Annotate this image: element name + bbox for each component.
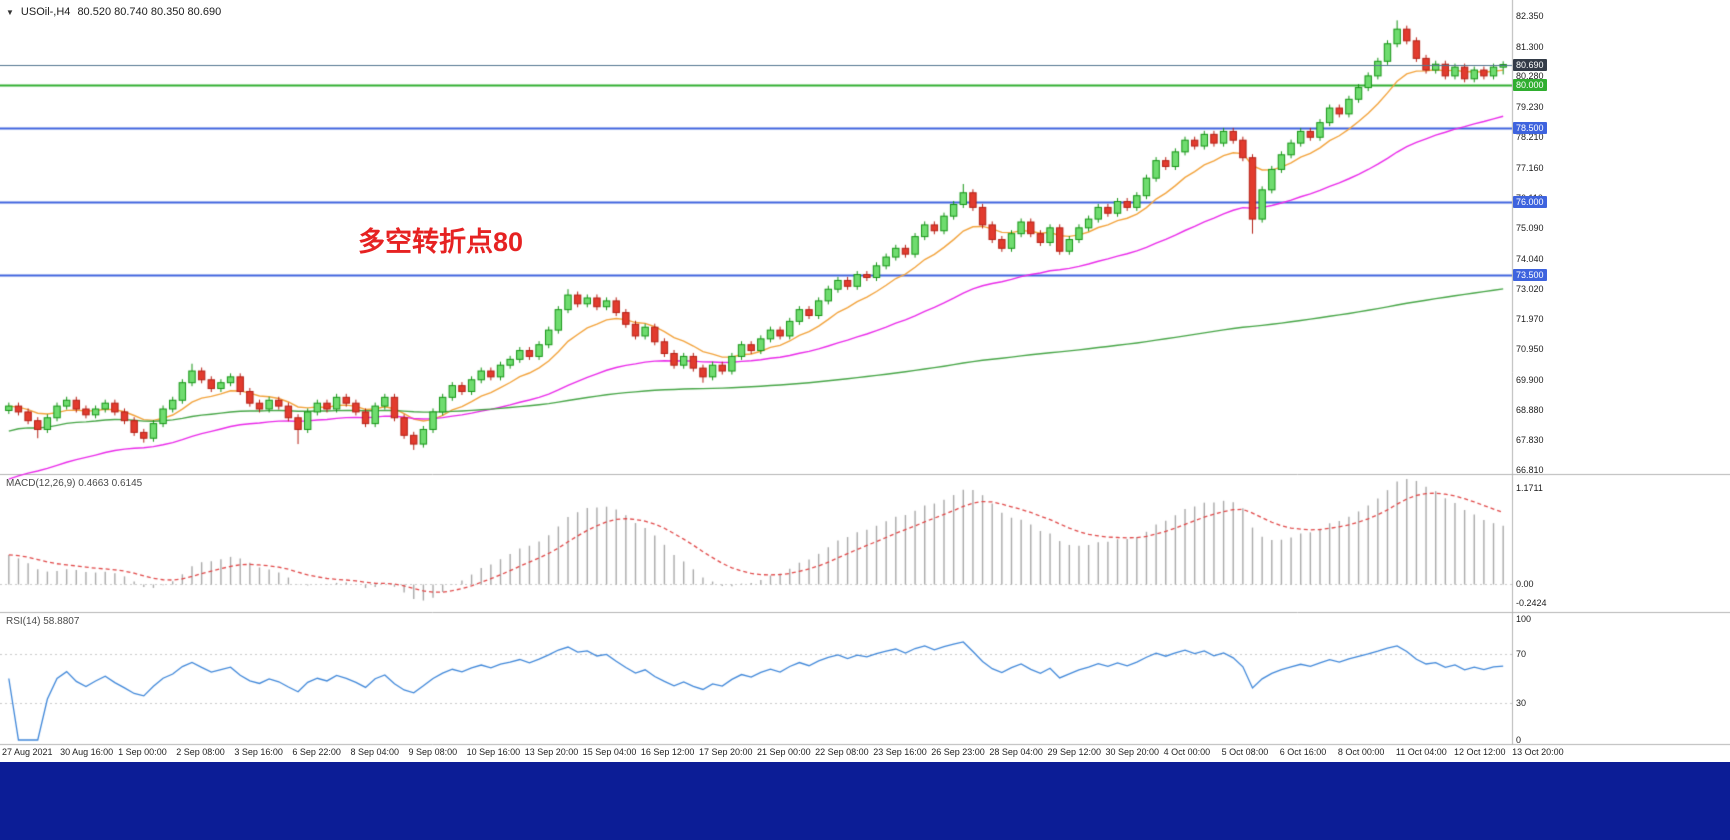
chart-canvas[interactable] — [0, 0, 1730, 762]
price-axis-label: 66.810 — [1516, 465, 1544, 475]
level-price-badge: 78.500 — [1513, 122, 1547, 134]
price-axis-label: 68.880 — [1516, 405, 1544, 415]
time-axis-label: 15 Sep 04:00 — [582, 747, 637, 757]
rsi-indicator-label: RSI(14) 58.8807 — [6, 616, 80, 627]
time-axis-label: 12 Oct 12:00 — [1454, 747, 1506, 757]
macd-axis-label: 0.00 — [1516, 579, 1534, 589]
price-axis-label: 73.020 — [1516, 284, 1544, 294]
price-axis-label: 77.160 — [1516, 163, 1544, 173]
ohlc-values: 80.520 80.740 80.350 80.690 — [77, 6, 222, 18]
price-axis-label: 67.830 — [1516, 435, 1544, 445]
time-axis-label: 21 Sep 00:00 — [757, 747, 811, 757]
time-axis-label: 17 Sep 20:00 — [698, 747, 753, 757]
bottom-bar — [0, 762, 1730, 840]
chart-annotation-text: 多空转折点80 — [358, 227, 524, 257]
time-axis-label: 30 Sep 20:00 — [1105, 747, 1160, 757]
price-axis-label: 78.210 — [1516, 132, 1544, 142]
price-axis-label: 69.900 — [1516, 375, 1544, 385]
time-axis-label: 22 Sep 08:00 — [815, 747, 869, 757]
symbol-dropdown-icon[interactable]: ▼ — [6, 7, 14, 17]
price-axis-label: 75.090 — [1516, 223, 1544, 233]
time-axis-label: 6 Oct 16:00 — [1279, 747, 1327, 757]
rsi-axis-label: 100 — [1516, 614, 1532, 624]
time-axis[interactable]: 27 Aug 2021 30 Aug 16:00 1 Sep 00:00 2 Sep … — [0, 746, 1730, 761]
time-axis-label: 1 Sep 00:00 — [118, 747, 167, 757]
current-price-badge: 80.690 — [1513, 59, 1547, 71]
time-axis-label: 16 Sep 12:00 — [640, 747, 695, 757]
rsi-axis-label: 0 — [1516, 735, 1522, 745]
time-axis-label: 23 Sep 16:00 — [873, 747, 927, 757]
time-axis-label: 26 Sep 23:00 — [931, 747, 985, 757]
time-axis-label: 3 Sep 16:00 — [234, 747, 283, 757]
time-axis-label: 13 Oct 20:00 — [1512, 747, 1564, 757]
level-price-badge: 76.000 — [1513, 196, 1547, 208]
rsi-axis-label: 70 — [1516, 649, 1527, 659]
time-axis-label: 6 Sep 22:00 — [292, 747, 341, 757]
price-axis-label: 79.230 — [1516, 102, 1544, 112]
symbol-timeframe-label: USOil-,H4 — [20, 6, 71, 18]
time-axis-label: 4 Oct 00:00 — [1163, 747, 1211, 757]
time-axis-label: 30 Aug 16:00 — [60, 747, 114, 757]
price-axis-label: 71.970 — [1516, 314, 1544, 324]
time-axis-label: 27 Aug 2021 — [2, 747, 53, 757]
macd-axis-label: 1.1711 — [1516, 483, 1543, 493]
chart-header: ▼ USOil-,H4 80.520 80.740 80.350 80.690 — [6, 6, 221, 18]
price-axis-label: 70.950 — [1516, 344, 1544, 354]
macd-indicator-label: MACD(12,26,9) 0.4663 0.6145 — [6, 478, 143, 489]
time-axis-label: 28 Sep 04:00 — [989, 747, 1043, 757]
level-price-badge: 80.000 — [1513, 79, 1547, 91]
time-axis-label: 29 Sep 12:00 — [1047, 747, 1101, 757]
price-axis-label: 80.280 — [1516, 71, 1544, 81]
price-axis-label: 81.300 — [1516, 42, 1544, 52]
rsi-axis-label: 30 — [1516, 698, 1527, 708]
time-axis-label: 11 Oct 04:00 — [1395, 747, 1447, 757]
time-axis-label: 5 Oct 08:00 — [1221, 747, 1269, 757]
time-axis-label: 2 Sep 08:00 — [176, 747, 225, 757]
time-axis-label: 8 Sep 04:00 — [350, 747, 400, 757]
price-axis-label: 74.040 — [1516, 254, 1544, 264]
time-axis-label: 9 Sep 08:00 — [408, 747, 458, 757]
price-axis-label: 82.350 — [1516, 11, 1544, 21]
level-price-badge: 73.500 — [1513, 269, 1547, 281]
time-axis-label: 8 Oct 00:00 — [1337, 747, 1385, 757]
time-axis-label: 10 Sep 16:00 — [466, 747, 521, 757]
time-axis-label: 13 Sep 20:00 — [524, 747, 579, 757]
macd-axis-label: -0.2424 — [1516, 598, 1547, 608]
